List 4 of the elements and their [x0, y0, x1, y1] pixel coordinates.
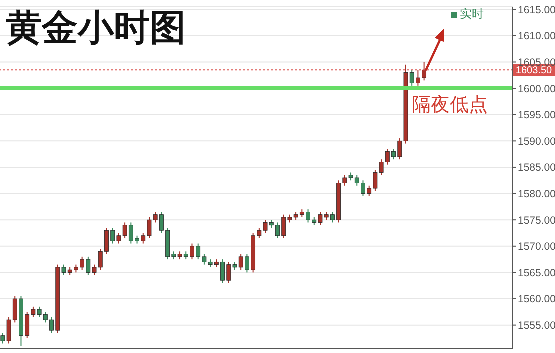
chart-title: 黄金小时图 [6, 6, 186, 51]
ref-line-label: 1603.50 [516, 66, 553, 77]
annotation: 隔夜低点 [412, 93, 488, 118]
legend-label: 实时 [460, 6, 484, 23]
